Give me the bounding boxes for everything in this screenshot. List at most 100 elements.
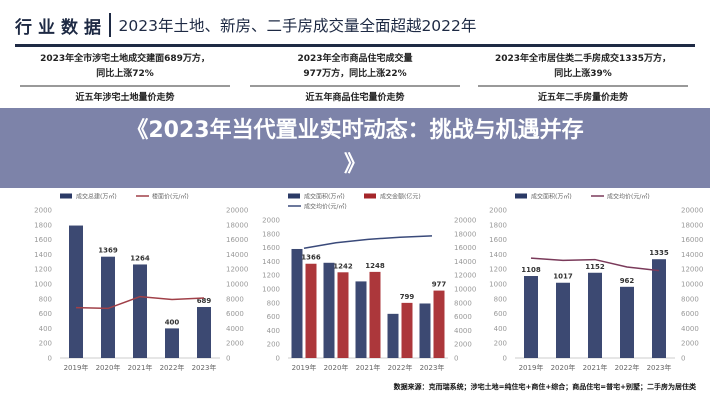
- y-tick-label: 1000: [262, 286, 280, 294]
- y-tick-label: 1200: [34, 266, 52, 274]
- data-label: 1335: [649, 249, 669, 257]
- legend-label: 成交均价(元/㎡): [607, 193, 650, 201]
- header-rule: [15, 44, 695, 47]
- x-tick-label: 2023年: [420, 363, 445, 372]
- panel-divider: [250, 85, 460, 87]
- header-divider: [109, 13, 111, 37]
- x-tick-label: 2022年: [388, 363, 413, 372]
- bar: [652, 259, 666, 358]
- y2-tick-label: 2000: [454, 341, 472, 349]
- bar: [588, 272, 602, 358]
- bar: [69, 225, 83, 358]
- bar: [524, 276, 538, 358]
- panel-summary: 2023年全市居住类二手房成交1335万方，: [494, 54, 672, 64]
- y2-tick-label: 18000: [226, 221, 248, 229]
- article-title-banner: 《2023年当代置业实时动态：挑战与机遇并存 》: [0, 108, 710, 188]
- y2-tick-label: 10000: [226, 281, 248, 289]
- y2-tick-label: 10000: [454, 286, 476, 294]
- y2-tick-label: 12000: [454, 272, 476, 280]
- y-tick-label: 1000: [489, 281, 507, 289]
- y2-tick-label: 8000: [681, 295, 699, 303]
- data-label: 1248: [365, 262, 385, 270]
- panel-land: 2023年全市涉宅土地成交建面689万方， 同比上涨72% 近五年涉宅土地量价走…: [20, 52, 230, 105]
- y2-tick-label: 18000: [454, 230, 476, 238]
- bar: [401, 302, 413, 358]
- y-tick-label: 800: [494, 295, 507, 303]
- data-label: 689: [197, 297, 212, 305]
- bar: [305, 263, 317, 358]
- data-label: 977: [432, 281, 447, 289]
- data-label: 1017: [553, 273, 573, 281]
- bar: [337, 272, 349, 358]
- panel-summary: 同比上涨72%: [96, 69, 154, 79]
- y2-tick-label: 12000: [681, 266, 703, 274]
- x-tick-label: 2021年: [128, 363, 153, 372]
- bar: [556, 282, 570, 358]
- y2-tick-label: 4000: [454, 327, 472, 335]
- legend-swatch: [515, 193, 527, 199]
- y-tick-label: 200: [267, 341, 280, 349]
- chart-title: 近五年二手房量价走势: [537, 92, 628, 103]
- section-label: 行业数据: [15, 17, 107, 38]
- y-tick-label: 2000: [34, 207, 52, 215]
- legend-label: 成交面积(万㎡): [304, 193, 345, 201]
- x-tick-label: 2019年: [292, 363, 317, 372]
- bar: [323, 262, 335, 358]
- x-tick-label: 2019年: [519, 363, 544, 372]
- y2-tick-label: 6000: [681, 310, 699, 318]
- data-label: 1369: [98, 247, 118, 255]
- legend-label: 成交均价(元/㎡): [304, 203, 347, 211]
- x-tick-label: 2023年: [647, 363, 672, 372]
- article-title-line1: 《2023年当代置业实时动态：挑战与机遇并存: [126, 118, 584, 143]
- bar: [133, 264, 147, 358]
- y2-tick-label: 8000: [454, 299, 472, 307]
- x-tick-label: 2021年: [356, 363, 381, 372]
- line-series: [303, 235, 433, 250]
- article-title-line2: 》: [343, 152, 366, 177]
- y2-tick-label: 20000: [681, 207, 703, 215]
- y-tick-label: 1400: [489, 251, 507, 259]
- legend-label: 楼面价(元/㎡): [152, 193, 189, 201]
- y-tick-label: 400: [494, 325, 507, 333]
- y-tick-label: 1400: [34, 251, 52, 259]
- y2-tick-label: 2000: [226, 340, 244, 348]
- panel-summary: 2023年全市商品住宅成交量: [297, 54, 413, 64]
- y2-tick-label: 4000: [681, 325, 699, 333]
- page-header: 行业数据 2023年土地、新房、二手房成交量全面超越2022年: [15, 12, 476, 38]
- y2-tick-label: 8000: [226, 295, 244, 303]
- panel-divider: [20, 85, 230, 87]
- y-tick-label: 1800: [489, 221, 507, 229]
- panel-summary: 同比上涨39%: [554, 69, 612, 79]
- bar: [419, 303, 431, 358]
- y2-tick-label: 6000: [226, 310, 244, 318]
- data-source-note: 数据来源：克而瑞系统；涉宅土地=纯住宅+商住+综合；商品住宅=普宅+别墅；二手房…: [393, 383, 696, 391]
- y-tick-label: 2000: [489, 207, 507, 215]
- y-tick-label: 200: [494, 340, 507, 348]
- data-label: 1108: [521, 266, 541, 274]
- data-label: 962: [620, 277, 635, 285]
- legend-label: 成交总建(万㎡): [76, 193, 117, 201]
- y-tick-label: 1000: [34, 281, 52, 289]
- data-label: 400: [165, 318, 180, 326]
- panel-summary: 2023年全市涉宅土地成交建面689万方，: [40, 54, 210, 64]
- bar: [355, 281, 367, 358]
- bar: [433, 290, 445, 358]
- x-tick-label: 2022年: [615, 363, 640, 372]
- y-tick-label: 800: [39, 295, 52, 303]
- line-series: [530, 257, 660, 272]
- line-series: [75, 295, 205, 310]
- y2-tick-label: 14000: [226, 251, 248, 259]
- bar: [620, 286, 634, 358]
- legend-label: 成交面积(万㎡): [531, 193, 572, 201]
- panel-divider: [478, 85, 688, 87]
- data-label: 1264: [130, 254, 150, 262]
- y2-tick-label: 16000: [226, 236, 248, 244]
- panel-summary: 977万方，同比上涨22%: [303, 69, 407, 79]
- legend-swatch: [60, 193, 72, 199]
- y2-tick-label: 16000: [681, 236, 703, 244]
- y-tick-label: 1600: [34, 236, 52, 244]
- y-tick-label: 600: [494, 310, 507, 318]
- y-tick-label: 0: [276, 355, 280, 363]
- y-tick-label: 1200: [262, 272, 280, 280]
- panel-new-home: 2023年全市商品住宅成交量 977万方，同比上涨22% 近五年商品住宅量价走势: [250, 52, 460, 105]
